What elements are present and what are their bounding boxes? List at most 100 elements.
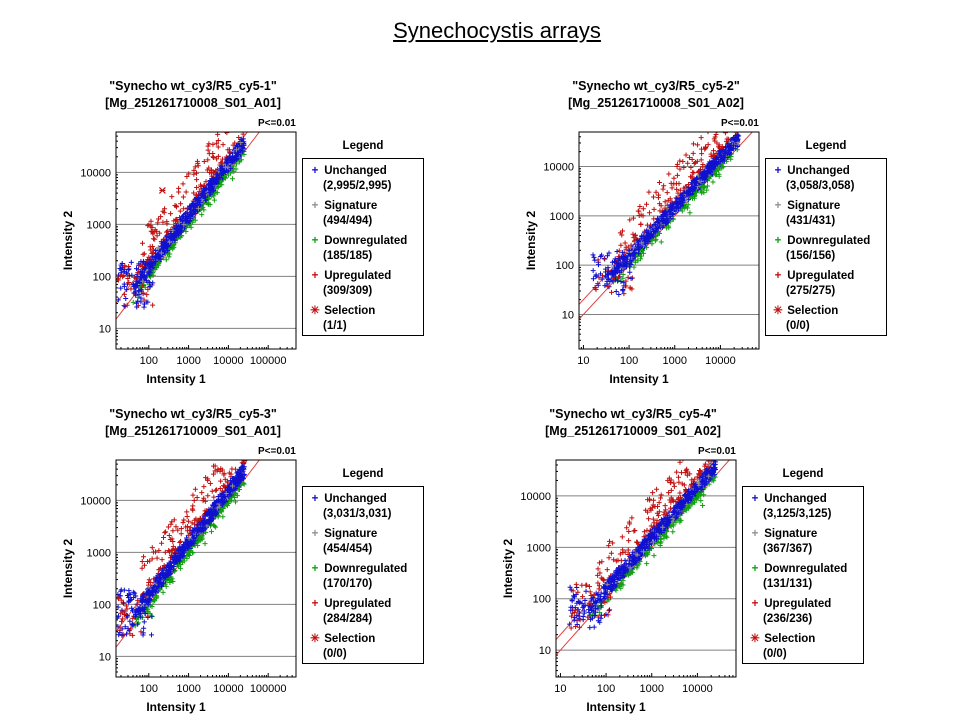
scatter-point — [626, 247, 632, 253]
scatter-point — [128, 626, 134, 632]
scatter-point — [201, 201, 207, 207]
scatter-point — [636, 548, 642, 554]
scatter-point — [647, 497, 653, 503]
scatter-point — [705, 166, 711, 172]
scatter-point — [162, 574, 168, 580]
scatter-point — [149, 613, 155, 619]
scatter-point — [613, 289, 619, 295]
scatter-point — [124, 302, 130, 308]
scatter-point — [713, 155, 719, 161]
scatter-point — [236, 480, 242, 486]
scatter-point — [630, 215, 636, 221]
scatter-point — [596, 560, 602, 566]
scatter-point — [192, 208, 198, 214]
scatter-point — [634, 540, 640, 546]
y-tick-label: 1000 — [527, 542, 551, 554]
scatter-point — [644, 550, 650, 556]
scatter-point — [147, 244, 153, 250]
legend-series-name: Unchanged — [761, 493, 827, 505]
scatter-point — [229, 497, 235, 503]
scatter-point — [623, 261, 629, 267]
scatter-point — [173, 524, 179, 530]
scatter-point — [194, 177, 200, 183]
legend-title: Legend — [342, 140, 384, 152]
scatter-point — [141, 625, 147, 631]
scatter-point — [163, 234, 169, 240]
scatter-point — [573, 581, 579, 587]
scatter-point — [595, 595, 601, 601]
scatter-point — [624, 256, 630, 262]
scatter-point — [587, 589, 593, 595]
legend-item-signature: + Signature (494/494) — [309, 199, 378, 229]
scatter-point — [196, 535, 202, 541]
scatter-point — [691, 186, 697, 192]
legend-item-upregulated: + Upregulated (275/275) — [772, 269, 855, 299]
x-tick-label: 10000 — [682, 683, 713, 695]
scatter-point — [157, 586, 163, 592]
scatter-point — [218, 171, 224, 177]
scatter-point — [138, 287, 144, 293]
scatter-point — [116, 615, 120, 621]
scatter-point — [726, 147, 732, 153]
scatter-point — [206, 141, 212, 147]
scatter-point — [190, 550, 196, 556]
scatter-point — [223, 154, 229, 160]
scatter-point — [627, 217, 633, 223]
scatter-point — [210, 141, 216, 147]
scatter-point — [116, 277, 121, 283]
scatter-point — [223, 121, 228, 126]
scatter-point — [224, 448, 229, 453]
scatter-point — [134, 601, 140, 607]
x-axis-label: Intensity 1 — [586, 700, 646, 714]
scatter-point — [127, 631, 133, 637]
legend-title: Legend — [805, 140, 847, 152]
legend-item-unchanged: + Unchanged (2,995/2,995) — [309, 164, 392, 194]
legend-series-count: (454/454) — [323, 543, 373, 555]
scatter-point — [661, 535, 667, 541]
legend-series-count: (170/170) — [323, 578, 373, 590]
scatter-point — [623, 278, 629, 284]
scatter-point — [174, 218, 180, 224]
scatter-point — [152, 227, 158, 233]
scatter-point — [160, 219, 166, 225]
plot-frame — [578, 131, 760, 350]
legend-series-count: (1/1) — [323, 320, 347, 332]
scatter-point — [210, 184, 216, 190]
scatter-point — [665, 223, 671, 229]
scatter-point — [677, 506, 683, 512]
scatter-point — [651, 553, 657, 559]
x-tick-label: 100000 — [250, 355, 287, 367]
scatter-point — [611, 271, 617, 277]
plus-icon: + — [311, 270, 319, 282]
asterisk-icon: ✳ — [773, 305, 783, 317]
scatter-point — [711, 148, 717, 154]
scatter-point — [633, 547, 639, 553]
scatter-point — [668, 180, 674, 186]
scatter-point — [235, 151, 241, 157]
scatter-point — [164, 221, 170, 227]
scatter-point — [590, 268, 596, 274]
scatter-point — [655, 528, 661, 534]
scatter-point — [622, 240, 628, 246]
legend-item-selection: ✳ Selection (1/1) — [309, 304, 375, 334]
scatter-point — [234, 493, 240, 499]
scatter-point — [181, 546, 187, 552]
scatter-point — [140, 593, 146, 599]
legend-series-name: Downregulated — [784, 235, 871, 247]
scatter-point — [674, 469, 680, 475]
scatter-point — [715, 160, 721, 166]
scatter-point — [649, 232, 655, 238]
scatter-point — [711, 170, 717, 176]
scatter-point — [601, 612, 607, 618]
scatter-point — [138, 274, 144, 280]
scatter-point — [149, 545, 155, 551]
scatter-point — [685, 453, 690, 458]
scatter-point — [608, 550, 614, 556]
scatter-point — [195, 205, 201, 211]
scatter-point — [208, 511, 214, 517]
scatter-point — [203, 179, 209, 185]
scatter-point — [140, 251, 146, 257]
scatter-point — [233, 161, 239, 167]
scatter-point — [159, 246, 165, 252]
scatter-point — [202, 498, 208, 504]
